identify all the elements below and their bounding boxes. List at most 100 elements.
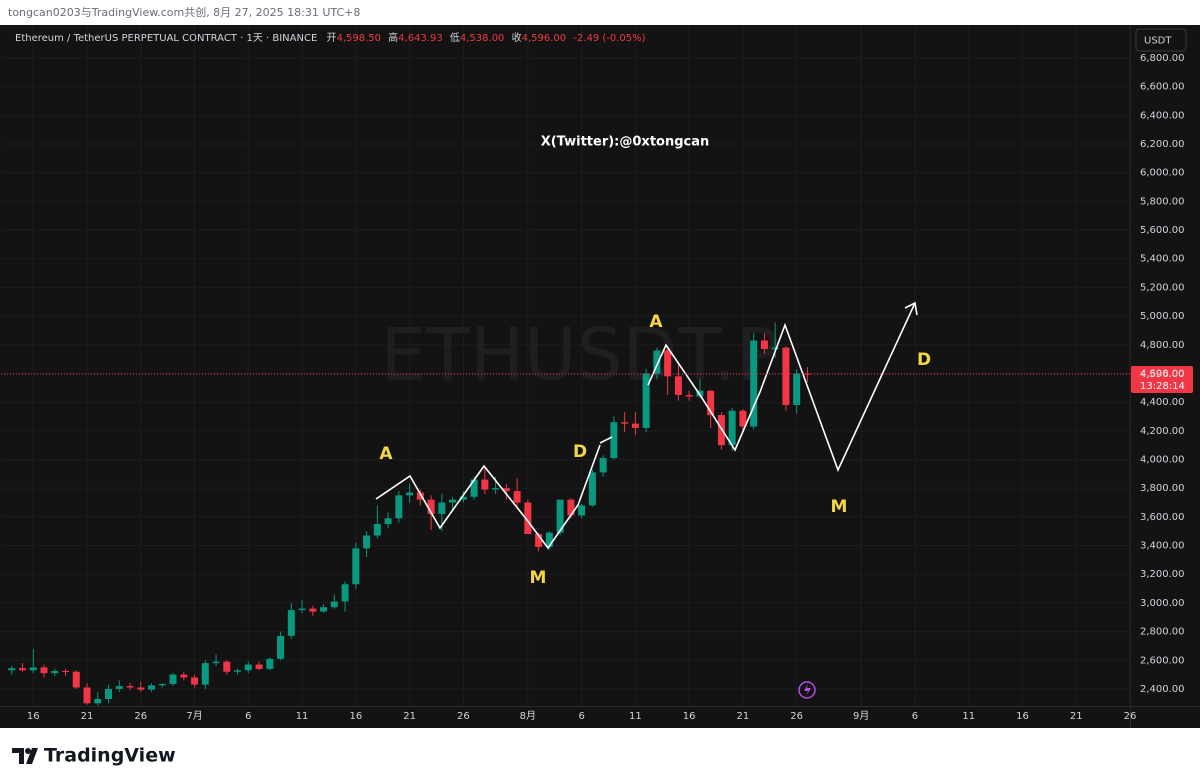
chart-bg [0, 25, 1200, 728]
candle-body [793, 373, 801, 406]
x-tick-label: 16 [27, 711, 40, 722]
candle-body [470, 479, 478, 497]
candle-body [728, 410, 736, 446]
candle-body [384, 518, 392, 525]
candle-body [330, 601, 338, 608]
y-tick-label: 6,800.00 [1140, 53, 1185, 64]
candle-body [126, 686, 134, 688]
candle-body [169, 674, 177, 684]
tv-logo-dot [25, 748, 31, 754]
zigzag-tick [599, 436, 613, 444]
candle-body [158, 683, 166, 686]
candle-body [803, 373, 811, 375]
ohlc-value: 4,596.00 [522, 33, 567, 44]
grid [1, 25, 1131, 706]
y-tick-label: 5,600.00 [1140, 225, 1185, 236]
candle-body [416, 492, 424, 500]
candle-body [373, 524, 381, 536]
y-tick-label: 3,800.00 [1140, 483, 1185, 494]
candle-body [223, 661, 231, 672]
candle-body [449, 499, 457, 503]
x-tick-label: 21 [737, 711, 750, 722]
x-tick-label: 26 [134, 711, 147, 722]
candle-body [234, 670, 242, 672]
currency-button[interactable] [1135, 28, 1187, 52]
x-tick-label: 6 [578, 711, 584, 722]
y-tick-label: 3,600.00 [1140, 512, 1185, 523]
x-tick-label: 21 [403, 711, 416, 722]
y-tick-label: 3,200.00 [1140, 569, 1185, 580]
x-tick-label: 26 [457, 711, 470, 722]
candle-body [524, 502, 532, 535]
x-tick-label: 16 [683, 711, 696, 722]
candle-body [545, 532, 553, 547]
candle-body [201, 663, 209, 685]
y-tick-label: 3,400.00 [1140, 541, 1185, 552]
candle-body [535, 534, 543, 547]
candle-body [180, 674, 188, 678]
candle-body [513, 491, 521, 503]
candle-body [191, 677, 199, 685]
x-tick-label: 7月 [186, 710, 202, 722]
arrow-head [904, 301, 918, 316]
x-tick-label: 11 [962, 711, 975, 722]
y-tick-label: 4,600.00 [1140, 368, 1185, 379]
candle-body [244, 664, 252, 671]
candle-body [83, 687, 91, 704]
y-tick-label: 5,200.00 [1140, 282, 1185, 293]
candle-body [621, 422, 629, 424]
top-bar-text: tongcan0203与TradingView.com共创, 8月 27, 20… [8, 6, 360, 19]
candle-body [137, 687, 145, 690]
candle-body [567, 499, 575, 516]
candle-body [51, 671, 59, 674]
currency-label[interactable]: USDT [1144, 36, 1172, 47]
y-tick-label: 2,400.00 [1140, 684, 1185, 695]
tv-logo [12, 748, 38, 764]
candle-body [481, 479, 489, 490]
candle-body [72, 671, 80, 688]
candle-body [653, 350, 661, 374]
annotation: D [917, 350, 931, 370]
annotation: D [573, 442, 587, 462]
symbol: Ethereum / TetherUS PERPETUAL CONTRACT ·… [15, 33, 317, 44]
handle: X(Twitter):@0xtongcan [541, 135, 710, 150]
ohlc-value: 4,598.50 [336, 33, 381, 44]
x-tick-label: 6 [912, 711, 918, 722]
candle-body [298, 608, 306, 611]
x-tick-label: 16 [1016, 711, 1029, 722]
candle-body [341, 584, 349, 602]
zigzag-2 [647, 302, 916, 473]
candle-body [599, 458, 607, 473]
y-tick-label: 2,800.00 [1140, 627, 1185, 638]
candle-body [674, 376, 682, 395]
candle-body [642, 373, 650, 428]
candle-body [29, 667, 37, 671]
candle-body [750, 340, 758, 427]
candle-body [578, 505, 586, 516]
x-tick-label: 26 [790, 711, 803, 722]
ohlc-label: 开 [326, 33, 336, 44]
candle-body [309, 608, 317, 612]
y-tick-label: 6,200.00 [1140, 139, 1185, 150]
candle-body [287, 610, 295, 636]
x-tick-label: 9月 [853, 710, 869, 722]
candle-body [148, 685, 156, 690]
candle-body [492, 488, 500, 490]
candle-body [277, 635, 285, 659]
y-tick-label: 4,000.00 [1140, 454, 1185, 465]
x-tick-label: 16 [349, 711, 362, 722]
annotation: A [379, 444, 393, 464]
event-icon[interactable] [798, 681, 816, 699]
candle-body [610, 422, 618, 459]
candle-body [94, 698, 102, 704]
annotation: M [831, 497, 848, 517]
top-bar-bg [0, 0, 1200, 25]
candle-body [212, 661, 220, 664]
candle-body [406, 492, 414, 496]
legend-header: Ethereum / TetherUS PERPETUAL CONTRACT ·… [15, 31, 646, 44]
candle-body [588, 472, 596, 506]
countdown: 13:28:14 [1140, 381, 1185, 392]
candle-body [352, 548, 360, 585]
annotation: M [530, 568, 547, 588]
candle-body [8, 668, 16, 671]
